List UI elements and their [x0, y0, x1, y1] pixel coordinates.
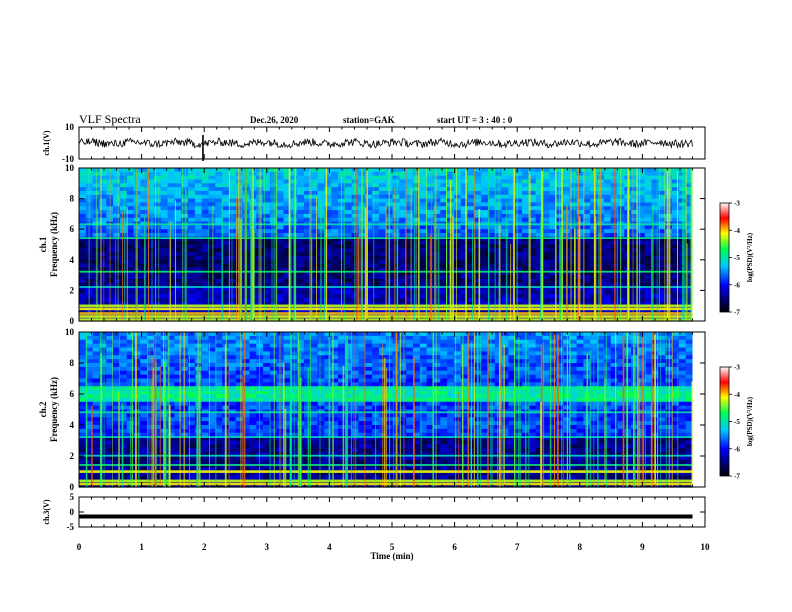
x-tick-label-3: 3 — [265, 542, 270, 552]
x-tick-label-2: 2 — [202, 542, 207, 552]
band-2-7 — [79, 389, 693, 392]
ch1-spec-ylabel-1: ch.1 — [38, 236, 48, 252]
ch1-cbar-tick--7: -7 — [734, 309, 740, 317]
ch1-ylabel: ch.1(V) — [42, 130, 51, 155]
s1-y-tick-6: 6 — [70, 224, 75, 234]
ch2-cbar-tick--7: -7 — [734, 473, 740, 481]
s1-y-tick-8: 8 — [70, 194, 75, 204]
band-2-3 — [79, 464, 693, 466]
band-2-6 — [79, 411, 693, 414]
x-tick-label-9: 9 — [640, 542, 645, 552]
station-label: station=GAK — [343, 115, 395, 125]
ch2-cbar-tick--4: -4 — [734, 391, 740, 399]
ch2-cbar-tick--3: -3 — [734, 364, 740, 372]
ch2-cbar-tick--6: -6 — [734, 445, 740, 453]
s1-y-tick-2: 2 — [70, 285, 75, 295]
ch3-ylabel: ch.3(V) — [42, 499, 51, 524]
ch1-cbar-tick--6: -6 — [734, 281, 740, 289]
w1-y-tick-10: 10 — [65, 122, 75, 132]
ch2-spec-ylabel-2: Frequency (kHz) — [49, 377, 59, 442]
ch2-cbar-tick--5: -5 — [734, 418, 740, 426]
start-time-label: start UT = 3 : 40 : 0 — [437, 115, 513, 125]
date-label: Dec.26, 2020 — [250, 115, 299, 125]
x-tick-label-8: 8 — [578, 542, 583, 552]
band-2-1 — [79, 479, 693, 483]
s2-y-tick-6: 6 — [70, 389, 75, 399]
s1-y-tick-0: 0 — [70, 316, 75, 326]
band-2-2 — [79, 470, 693, 473]
ch1-waveform-line — [78, 137, 693, 150]
band-2-4 — [79, 454, 693, 457]
x-tick-label-5: 5 — [390, 542, 395, 552]
ch2-spec-ylabel-1: ch.2 — [38, 401, 48, 417]
x-tick-label-0: 0 — [77, 542, 82, 552]
s1-y-tick-10: 10 — [65, 163, 75, 173]
ch3-waveform-line — [79, 514, 693, 519]
w1-y-tick--10: -10 — [62, 154, 74, 164]
x-axis-label: Time (min) — [370, 551, 413, 561]
w3-y-tick--5: -5 — [67, 522, 75, 532]
s2-y-tick-2: 2 — [70, 451, 75, 461]
plot-title: VLF Spectra — [79, 112, 141, 126]
band-2-5 — [79, 436, 693, 438]
ch1-colorbar — [719, 202, 730, 313]
ch2-cbar-label: log(PSD)(V²/Hz) — [746, 396, 754, 446]
ch1-cbar-tick--5: -5 — [734, 254, 740, 262]
x-tick-label-6: 6 — [452, 542, 457, 552]
x-tick-label-4: 4 — [327, 542, 332, 552]
spectrogram-ch2 — [79, 332, 705, 488]
s1-y-tick-4: 4 — [70, 255, 75, 265]
ch1-cbar-label: log(PSD)(V²/Hz) — [746, 232, 754, 282]
s2-y-tick-8: 8 — [70, 358, 75, 368]
s2-y-tick-0: 0 — [70, 482, 75, 492]
s2-y-tick-10: 10 — [65, 327, 75, 337]
x-tick-label-10: 10 — [701, 542, 711, 552]
spectrogram-ch1 — [79, 168, 705, 322]
w3-y-tick-0: 0 — [70, 507, 75, 517]
x-tick-label-7: 7 — [515, 542, 520, 552]
w3-y-tick-5: 5 — [70, 492, 75, 502]
x-tick-label-1: 1 — [139, 542, 144, 552]
s2-y-tick-4: 4 — [70, 420, 75, 430]
band-2-0 — [79, 482, 693, 486]
ch1-cbar-tick--4: -4 — [734, 227, 740, 235]
ch1-cbar-tick--3: -3 — [734, 200, 740, 208]
ch2-colorbar — [719, 366, 730, 477]
ch1-spec-ylabel-2: Frequency (kHz) — [49, 212, 59, 277]
